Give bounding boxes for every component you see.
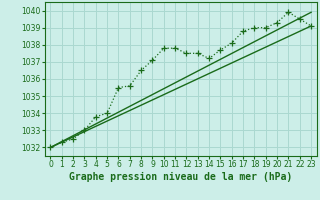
X-axis label: Graphe pression niveau de la mer (hPa): Graphe pression niveau de la mer (hPa) xyxy=(69,172,292,182)
